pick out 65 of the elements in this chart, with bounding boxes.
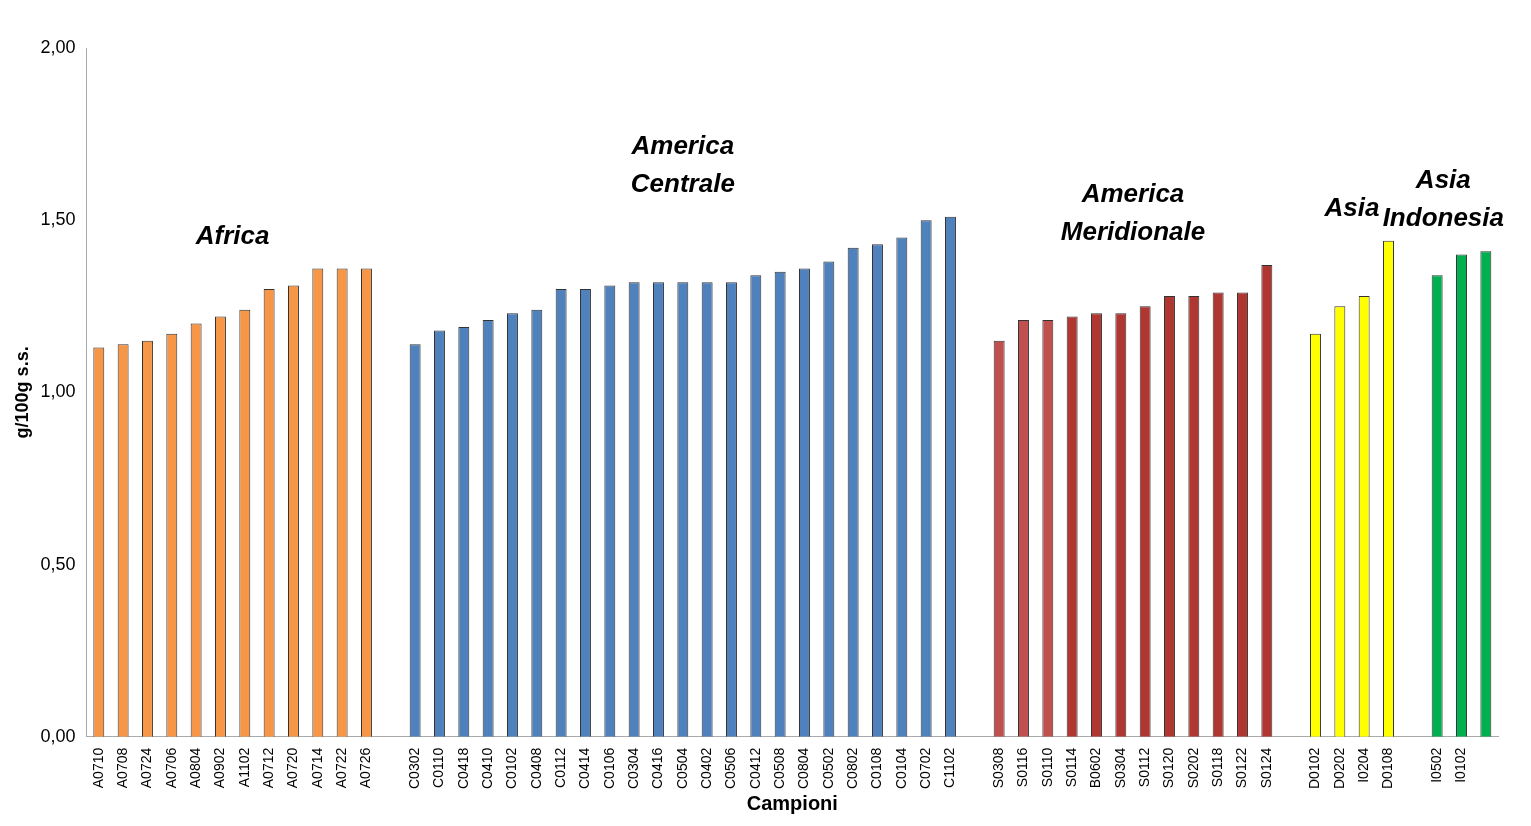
x-tick-label: C0508 <box>771 747 788 790</box>
x-tick-label: D0202 <box>1330 747 1347 790</box>
x-tick-label: C0702 <box>917 747 934 790</box>
x-tick-label: C0112 <box>552 747 568 788</box>
x-tick-label: A0710 <box>89 747 106 789</box>
x-tick-label: A0804 <box>187 747 203 789</box>
x-tick-label: I0502 <box>1428 747 1445 783</box>
x-tick-label: C0302 <box>406 747 422 790</box>
x-tick-label: S0112 <box>1136 747 1153 788</box>
x-tick-label: C0408 <box>527 747 544 790</box>
x-tick-label: C0108 <box>868 747 885 790</box>
x-tick-label: C1102 <box>941 747 958 788</box>
x-tick-label: A0722 <box>333 747 349 789</box>
annotation: America Meridionale <box>1060 178 1206 247</box>
x-tick-label: S0304 <box>1111 747 1128 789</box>
x-tick-label: S0202 <box>1184 747 1201 789</box>
x-tick-label: C0414 <box>576 747 593 790</box>
x-tick-label: S0114 <box>1063 747 1080 788</box>
x-tick-label: C0410 <box>479 747 495 790</box>
x-tick-label: C0102 <box>503 747 520 790</box>
annotation: Africa <box>194 219 270 250</box>
annotation: America Centrale <box>630 129 735 198</box>
x-tick-label: C0804 <box>795 747 812 790</box>
x-tick-label: A0712 <box>260 747 276 789</box>
x-tick-label: C0412 <box>746 747 763 790</box>
x-tick-label: I0204 <box>1355 747 1372 783</box>
x-tick-label: C0418 <box>454 747 471 790</box>
x-tick-label: C0802 <box>844 747 861 790</box>
x-tick-label: I0102 <box>1452 747 1469 783</box>
x-tick-label: A0706 <box>162 747 179 789</box>
y-tick-label: 1,00 <box>40 381 76 402</box>
x-tick-label: C0416 <box>649 747 666 790</box>
x-tick-label: D0108 <box>1379 747 1396 790</box>
y-tick-label: 0,00 <box>40 725 76 746</box>
x-tick-label: A0708 <box>113 747 130 789</box>
x-tick-label: A1102 <box>235 747 252 788</box>
y-tick-label: 0,50 <box>40 553 76 574</box>
x-tick-label: C0506 <box>722 747 739 790</box>
x-tick-label: S0116 <box>1014 747 1031 788</box>
x-axis-title: Campioni <box>746 791 838 814</box>
x-tick-label: S0308 <box>990 747 1007 789</box>
y-axis-title: g/100g s.s. <box>11 346 32 439</box>
x-tick-label: B0602 <box>1087 747 1104 789</box>
x-tick-label: S0124 <box>1257 747 1274 789</box>
x-tick-label: A0902 <box>211 747 228 789</box>
x-tick-label: C0106 <box>600 747 617 790</box>
x-tick-label: C0110 <box>430 747 447 788</box>
x-tick-label: S0118 <box>1209 747 1226 788</box>
x-tick-label: S0110 <box>1038 747 1055 788</box>
annotation: Asia <box>1323 192 1380 223</box>
y-tick-label: 1,50 <box>40 209 76 230</box>
x-tick-label: A0724 <box>138 747 155 789</box>
annotation: Asia Indonesia <box>1382 164 1504 233</box>
x-tick-label: C0504 <box>673 747 690 790</box>
x-tick-label: A0714 <box>308 747 325 789</box>
x-tick-label: A0726 <box>357 747 374 789</box>
x-tick-label: C0502 <box>819 747 836 790</box>
y-tick-label: 2,00 <box>40 36 76 57</box>
x-tick-label: S0122 <box>1233 747 1250 789</box>
x-tick-label: S0120 <box>1160 747 1177 789</box>
x-tick-label: C0402 <box>698 747 715 790</box>
x-tick-label: C0304 <box>625 747 642 790</box>
x-tick-label: A0720 <box>284 747 301 789</box>
x-tick-label: D0102 <box>1306 747 1323 790</box>
x-tick-label: C0104 <box>892 747 909 790</box>
